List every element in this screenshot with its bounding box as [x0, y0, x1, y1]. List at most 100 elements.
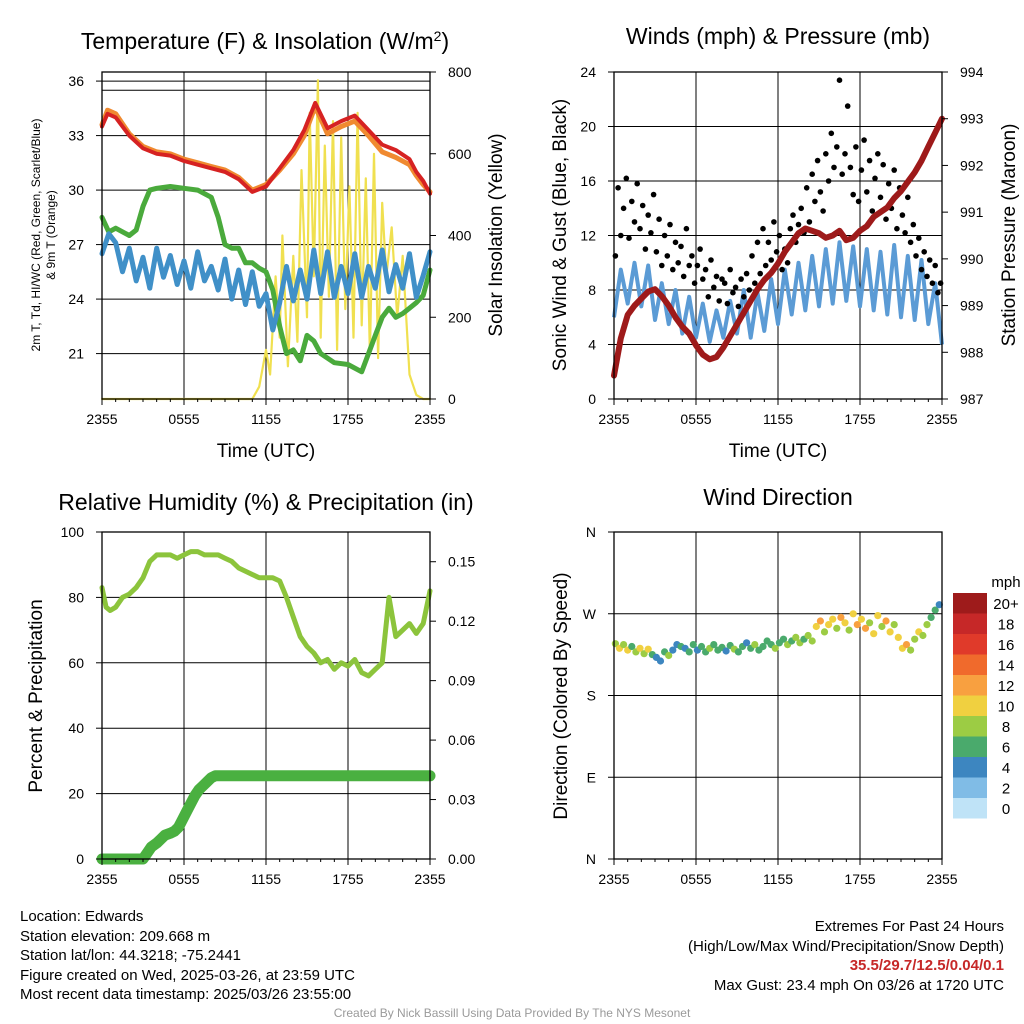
direction-ylabel: Direction (Colored By Speed)	[551, 572, 572, 819]
y2-tick-label: 800	[448, 64, 472, 80]
gust-point	[806, 219, 813, 225]
direction-point	[894, 633, 902, 642]
gust-point	[825, 178, 832, 184]
gust-point	[926, 257, 933, 263]
y-tick-label: 30	[68, 182, 84, 198]
colorbar-label: 2	[1002, 781, 1010, 798]
gust-point	[834, 144, 840, 150]
gust-point	[741, 294, 747, 300]
direction-point	[771, 644, 779, 652]
gust-point	[899, 212, 906, 218]
gust-point	[716, 298, 722, 304]
gust-point	[798, 205, 804, 212]
winds-y-ticks: 0 4 8 12 16 20 24	[580, 64, 614, 407]
direction-point	[935, 601, 943, 609]
gust-point	[672, 239, 679, 246]
gust-point	[842, 151, 848, 157]
humidity-series	[96, 549, 436, 865]
gust-point	[675, 260, 681, 266]
temperature-y-ticks: 21 24 27 30 33 36	[68, 73, 102, 362]
direction-point	[866, 619, 874, 627]
y-tick-label: E	[587, 769, 596, 785]
direction-point	[878, 622, 886, 631]
gust-point	[637, 225, 643, 232]
gust-point	[683, 225, 690, 232]
direction-point	[931, 606, 939, 614]
x-tick-label: 0555	[168, 411, 199, 427]
direction-point	[923, 621, 931, 629]
gust-point	[929, 280, 936, 287]
gust-point	[650, 191, 657, 198]
gust-point	[875, 151, 881, 157]
colorbar-label: 10	[998, 699, 1015, 716]
x-tick-label: 0555	[168, 871, 199, 887]
gust-point	[631, 219, 638, 225]
gust-point	[866, 157, 873, 164]
gust-point	[648, 230, 654, 236]
series-hiwc	[99, 231, 433, 333]
temperature-y2label: Solar Insolation (Yellow)	[486, 133, 507, 336]
x-tick-label: 2355	[86, 411, 117, 427]
temperature-y2-ticks: 0 200 400 600 800	[430, 64, 472, 407]
gust-point	[762, 262, 769, 269]
colorbar-swatch	[953, 654, 987, 675]
direction-point	[825, 621, 833, 629]
gust-point	[686, 262, 692, 269]
gust-point	[691, 280, 698, 287]
gust-point	[678, 243, 684, 250]
gust-point	[713, 273, 720, 280]
gust-point	[656, 216, 662, 222]
y2-tick-label: 991	[960, 204, 984, 220]
direction-point	[829, 615, 837, 623]
gust-point	[885, 180, 892, 187]
y-tick-label: 0	[76, 851, 84, 867]
extremes-values: 35.5/29.7/12.5/0.04/0.1	[849, 957, 1004, 974]
direction-point	[919, 631, 927, 640]
temperature-ylabel-line2: & 9m T (Orange)	[44, 190, 58, 280]
gust-point	[623, 175, 630, 182]
direction-point	[722, 647, 730, 655]
direction-point	[890, 621, 898, 629]
humidity-x-ticks: 2355 0555 1155 1755 2355	[86, 859, 446, 887]
direction-point	[870, 630, 878, 638]
gust-point	[694, 262, 701, 269]
direction-point	[620, 641, 628, 649]
direction-point	[849, 610, 857, 618]
gust-point	[809, 171, 815, 177]
gust-point	[749, 253, 755, 259]
gust-point	[768, 257, 774, 263]
gust-point	[836, 77, 843, 83]
winds-y2-ticks: 987 988 989 990 991 992 993 994	[942, 64, 984, 407]
direction-y-ticks: N E S W N	[583, 524, 614, 867]
gust-point	[659, 262, 665, 269]
series-temp	[100, 100, 432, 196]
station-latlon: Station lat/lon: 44.3218; -75.2441	[20, 947, 242, 964]
series-dew	[99, 184, 433, 375]
gust-point	[935, 289, 941, 296]
gust-point	[855, 198, 862, 205]
extremes-title: Extremes For Past 24 Hours	[814, 918, 1004, 935]
winds-series	[611, 77, 945, 379]
y2-tick-label: 200	[448, 309, 472, 325]
gust-point	[735, 303, 742, 310]
panel-temperature: Temperature (F) & Insolation (W/m2) 21 24…	[29, 28, 507, 462]
humidity-grid	[102, 532, 430, 859]
gust-point	[719, 276, 725, 282]
y2-tick-label: 994	[960, 64, 984, 80]
y2-tick-label: 0.00	[448, 851, 475, 867]
gust-point	[847, 164, 854, 171]
gust-point	[746, 287, 753, 293]
direction-point	[804, 631, 812, 640]
direction-point	[685, 648, 693, 656]
gust-point	[894, 225, 900, 232]
gust-point	[910, 221, 917, 228]
humidity-y2-ticks: 0.00 0.03 0.06 0.09 0.12 0.15	[430, 554, 475, 867]
gust-point	[634, 180, 640, 187]
gust-point	[752, 280, 758, 287]
gust-point	[872, 175, 878, 182]
extremes-subtitle: (High/Low/Max Wind/Precipitation/Snow De…	[688, 937, 1004, 955]
temperature-title: Temperature (F) & Insolation (W/m2)	[81, 28, 449, 54]
y2-tick-label: 988	[960, 344, 984, 360]
direction-point	[808, 637, 816, 645]
credit-line: Created By Nick Bassill Using Data Provi…	[333, 1006, 691, 1020]
